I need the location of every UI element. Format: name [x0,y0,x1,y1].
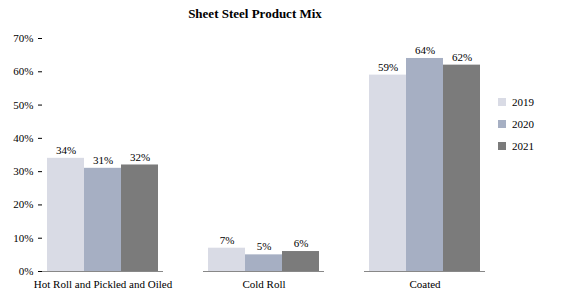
html-text:2021: 2021 [512,140,534,152]
svg-text:Coated: Coated [409,278,441,290]
svg-text:40%: 40% [13,132,33,144]
svg-text:31%: 31% [93,154,113,166]
svg-text:32%: 32% [130,151,150,163]
html-text:2019: 2019 [512,96,534,108]
svg-text:Hot Roll and Pickled and Oiled: Hot Roll and Pickled and Oiled [34,278,173,290]
svg-text:10%: 10% [13,232,33,244]
svg-text:5%: 5% [257,240,272,252]
svg-text:6%: 6% [294,237,309,249]
svg-text:62%: 62% [452,51,472,63]
svg-text:7%: 7% [220,234,235,246]
svg-text:0%: 0% [19,265,34,277]
html-text:2020: 2020 [512,118,534,130]
svg-text:70%: 70% [13,32,33,44]
html-text:Sheet Steel Product Mix: Sheet Steel Product Mix [188,6,322,21]
svg-text:64%: 64% [415,44,435,56]
svg-text:34%: 34% [56,144,76,156]
svg-text:50%: 50% [13,99,33,111]
svg-text:30%: 30% [13,165,33,177]
svg-text:Cold Roll: Cold Roll [242,278,285,290]
svg-text:60%: 60% [13,65,33,77]
svg-text:20%: 20% [13,198,33,210]
svg-text:59%: 59% [378,61,398,73]
